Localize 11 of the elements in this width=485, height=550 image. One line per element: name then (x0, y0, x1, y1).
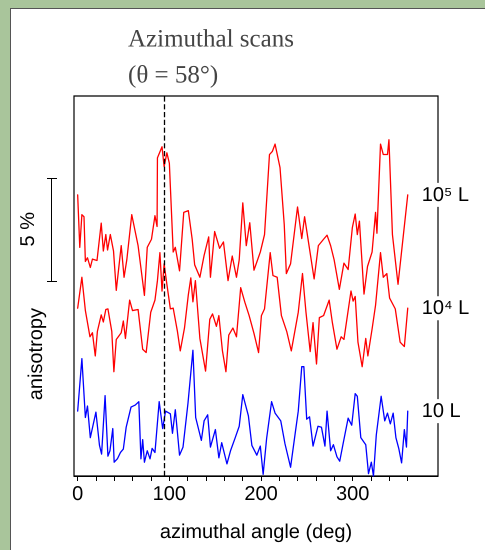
text: 5 % (17, 212, 39, 246)
series-label: 10⁴ L (422, 297, 470, 320)
y-axis-title: anisotropy (25, 308, 47, 400)
chart-title: Azimuthal scans (θ = 58°) (128, 26, 294, 88)
x-tick-label: 300 (336, 483, 370, 505)
series-label: 10⁵ L (422, 184, 469, 206)
x-tick-label: 0 (72, 483, 84, 505)
series-label: 10 L (422, 400, 461, 422)
x-tick-label: 200 (244, 483, 278, 505)
x-tick-label: 100 (152, 483, 186, 505)
x-axis-title: azimuthal angle (deg) (160, 521, 352, 543)
